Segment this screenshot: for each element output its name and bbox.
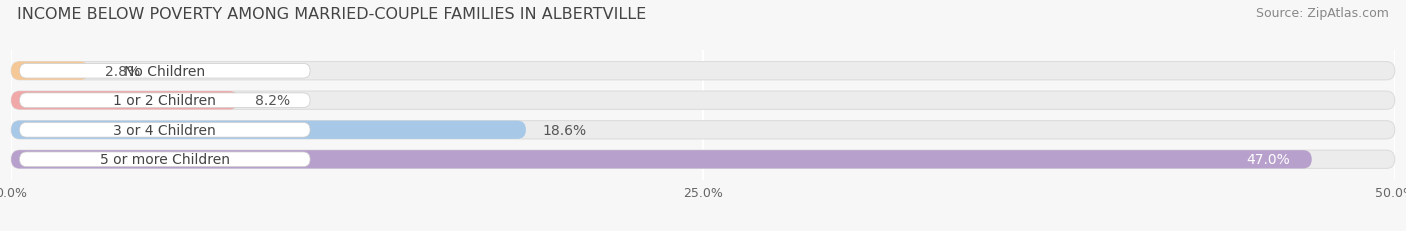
Text: INCOME BELOW POVERTY AMONG MARRIED-COUPLE FAMILIES IN ALBERTVILLE: INCOME BELOW POVERTY AMONG MARRIED-COUPL… — [17, 7, 647, 22]
Text: 2.8%: 2.8% — [105, 64, 141, 78]
Text: 3 or 4 Children: 3 or 4 Children — [114, 123, 217, 137]
FancyBboxPatch shape — [11, 121, 526, 139]
Text: 47.0%: 47.0% — [1246, 153, 1289, 167]
FancyBboxPatch shape — [20, 64, 311, 79]
FancyBboxPatch shape — [11, 62, 89, 81]
FancyBboxPatch shape — [11, 62, 1395, 81]
FancyBboxPatch shape — [11, 150, 1395, 169]
Text: Source: ZipAtlas.com: Source: ZipAtlas.com — [1256, 7, 1389, 20]
FancyBboxPatch shape — [20, 123, 311, 137]
Text: 1 or 2 Children: 1 or 2 Children — [114, 94, 217, 108]
FancyBboxPatch shape — [20, 94, 311, 108]
Text: 8.2%: 8.2% — [254, 94, 290, 108]
FancyBboxPatch shape — [11, 121, 1395, 139]
FancyBboxPatch shape — [11, 150, 1312, 169]
FancyBboxPatch shape — [11, 92, 238, 110]
Text: 18.6%: 18.6% — [543, 123, 586, 137]
Text: 5 or more Children: 5 or more Children — [100, 153, 229, 167]
Text: No Children: No Children — [124, 64, 205, 78]
FancyBboxPatch shape — [20, 152, 311, 167]
FancyBboxPatch shape — [11, 92, 1395, 110]
